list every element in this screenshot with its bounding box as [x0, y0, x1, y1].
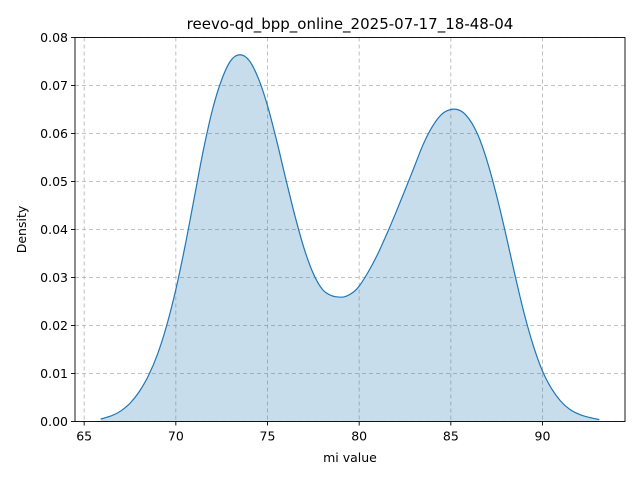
x-tick-label: 75	[260, 429, 276, 444]
x-axis: 65 70 75 80 85 90	[76, 421, 551, 444]
chart-title: reevo-qd_bpp_online_2025-07-17_18-48-04	[187, 15, 514, 34]
y-tick-label: 0.00	[40, 414, 68, 429]
y-axis-label: Density	[14, 205, 29, 253]
y-tick-label: 0.02	[40, 318, 68, 333]
y-tick-label: 0.04	[40, 222, 68, 237]
y-tick-label: 0.07	[40, 78, 68, 93]
y-tick-label: 0.03	[40, 270, 68, 285]
y-tick-label: 0.01	[40, 366, 68, 381]
density-curve-line	[100, 54, 600, 421]
y-tick-label: 0.05	[40, 174, 68, 189]
y-axis: 0.00 0.01 0.02 0.03 0.04 0.05 0.06 0.07 0.08	[40, 30, 75, 429]
x-tick-label: 70	[168, 429, 184, 444]
y-tick-label: 0.08	[40, 30, 68, 45]
y-tick-label: 0.06	[40, 126, 68, 141]
x-tick-label: 90	[535, 429, 551, 444]
x-tick-label: 80	[351, 429, 367, 444]
x-tick-label: 65	[76, 429, 92, 444]
density-area-fill	[100, 54, 600, 422]
x-axis-label: mi value	[323, 450, 377, 465]
x-tick-label: 85	[443, 429, 459, 444]
